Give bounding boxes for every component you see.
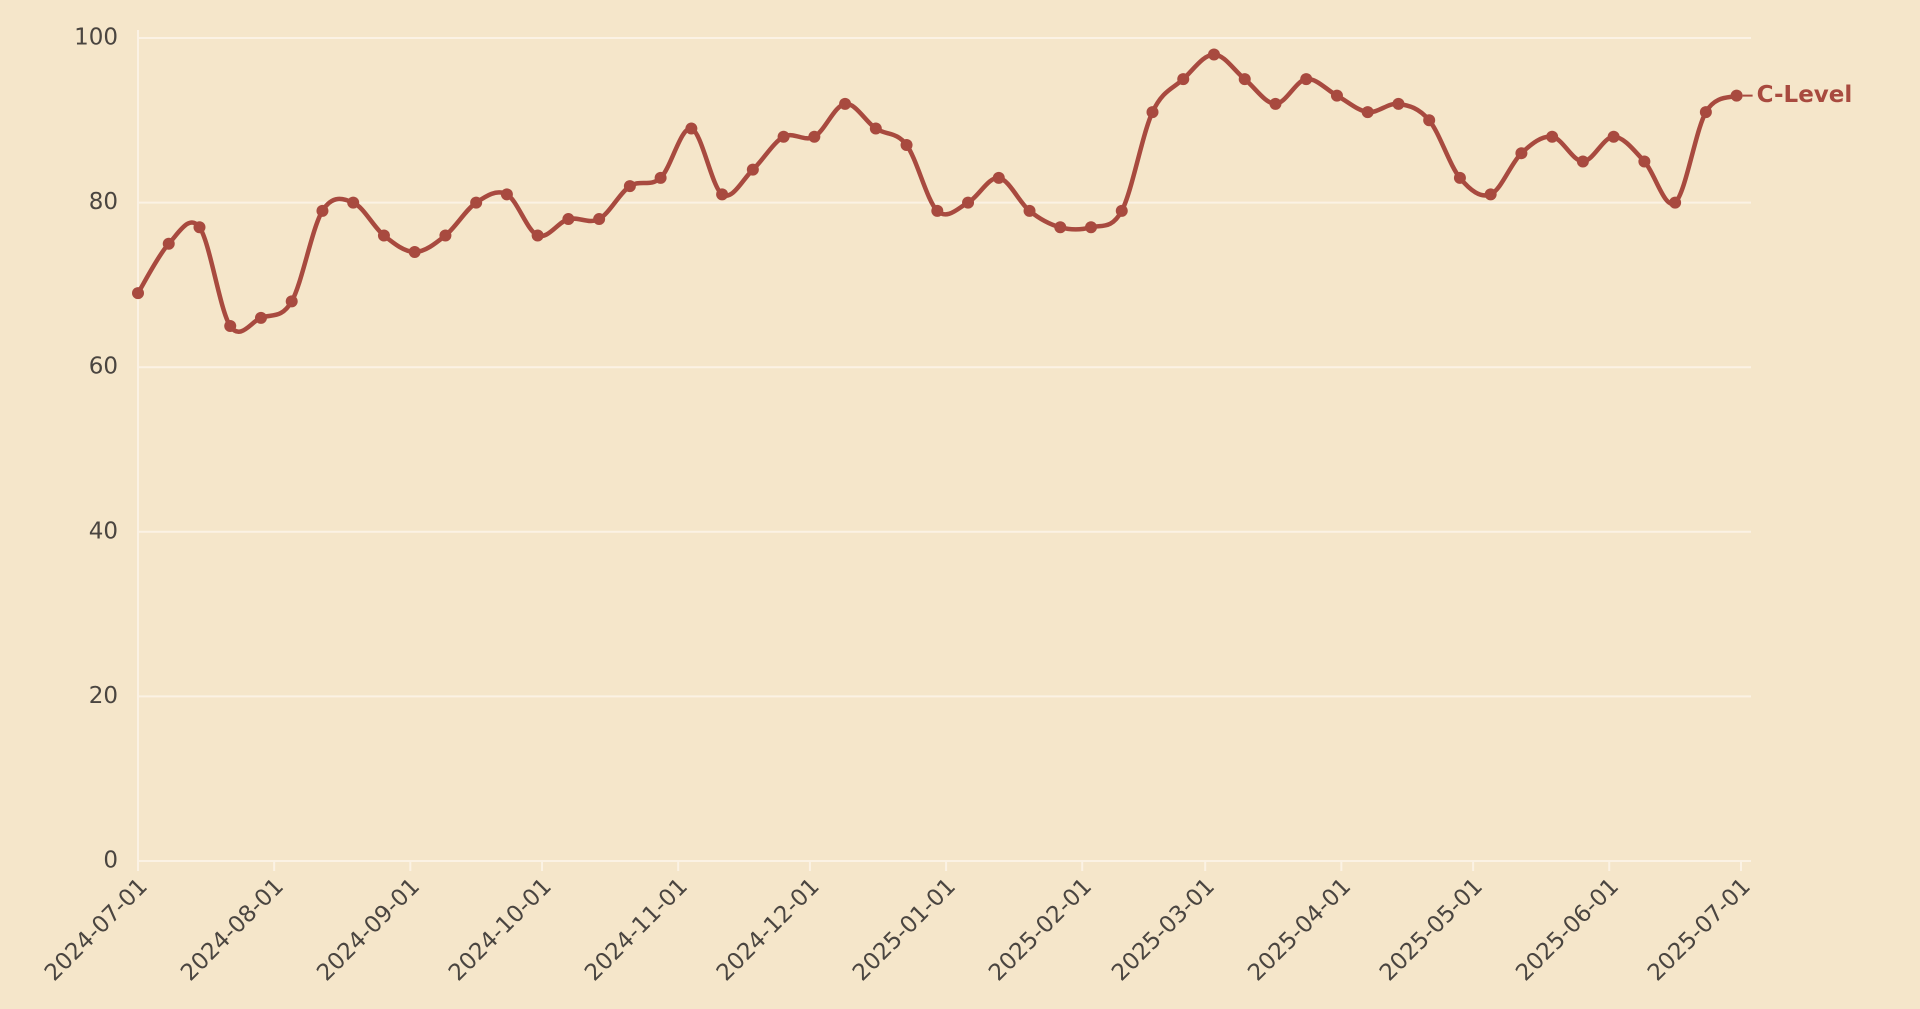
- point: [316, 204, 329, 217]
- x-tick-label: 2025-02-01: [984, 873, 1097, 986]
- point: [1699, 106, 1712, 119]
- point: [623, 180, 636, 193]
- point: [869, 122, 882, 135]
- y-tick-label: 40: [89, 518, 118, 544]
- x-tick-label: 2024-11-01: [580, 873, 693, 986]
- point: [377, 229, 390, 242]
- y-tick-label: 0: [103, 848, 118, 874]
- x-tick-label: 2024-12-01: [712, 873, 825, 986]
- point: [1023, 204, 1036, 217]
- y-tick-label: 20: [89, 683, 118, 709]
- point: [808, 130, 821, 143]
- point: [593, 213, 606, 226]
- x-tick-label: 2025-07-01: [1643, 873, 1756, 986]
- point: [777, 130, 790, 143]
- x-tick-label: 2024-09-01: [312, 873, 425, 986]
- point: [1638, 155, 1651, 168]
- point: [1207, 48, 1220, 61]
- x-tick-label: 2024-07-01: [40, 873, 153, 986]
- point: [562, 213, 575, 226]
- point: [746, 163, 759, 176]
- point: [224, 320, 237, 333]
- y-tick-label: 100: [74, 25, 118, 51]
- point: [254, 311, 267, 324]
- line: [136, 52, 1738, 334]
- point: [1392, 97, 1405, 110]
- x-tick-label: 2025-04-01: [1243, 873, 1356, 986]
- point: [1453, 171, 1466, 184]
- point: [285, 295, 298, 308]
- point: [1330, 89, 1343, 102]
- point: [162, 237, 175, 250]
- point: [408, 245, 421, 258]
- point: [1576, 155, 1589, 168]
- x-tick-label: 2025-01-01: [848, 873, 961, 986]
- point: [193, 221, 206, 234]
- x-tick-label: 2025-05-01: [1375, 873, 1488, 986]
- point: [1146, 106, 1159, 119]
- x-tick-label: 2024-08-01: [176, 873, 289, 986]
- y-tick-label: 60: [89, 354, 118, 380]
- point: [1730, 89, 1743, 102]
- point: [1054, 221, 1067, 234]
- point: [1361, 106, 1374, 119]
- point: [962, 196, 975, 209]
- point: [1300, 73, 1313, 86]
- point: [1546, 130, 1559, 143]
- point: [347, 196, 360, 209]
- point: [1515, 147, 1528, 160]
- point: [716, 188, 729, 201]
- x-tick-label: 2025-06-01: [1511, 873, 1624, 986]
- point: [900, 138, 913, 151]
- x-tick-label: 2024-10-01: [444, 873, 557, 986]
- point: [685, 122, 698, 135]
- point: [1115, 204, 1128, 217]
- point: [1177, 73, 1190, 86]
- point: [1238, 73, 1251, 86]
- point: [992, 171, 1005, 184]
- point: [1423, 114, 1436, 127]
- point: [931, 204, 944, 217]
- point: [500, 188, 513, 201]
- point: [1607, 130, 1620, 143]
- point: [1669, 196, 1682, 209]
- point: [132, 287, 144, 300]
- point: [1484, 188, 1497, 201]
- point: [839, 97, 852, 110]
- x-tick-label: 2025-03-01: [1107, 873, 1220, 986]
- point: [1269, 97, 1282, 110]
- point: [1085, 221, 1098, 234]
- point: [439, 229, 452, 242]
- point: [531, 229, 544, 242]
- point: [654, 171, 667, 184]
- y-tick-label: 80: [89, 189, 118, 215]
- series-label: C-Level: [1757, 82, 1853, 108]
- point: [470, 196, 483, 209]
